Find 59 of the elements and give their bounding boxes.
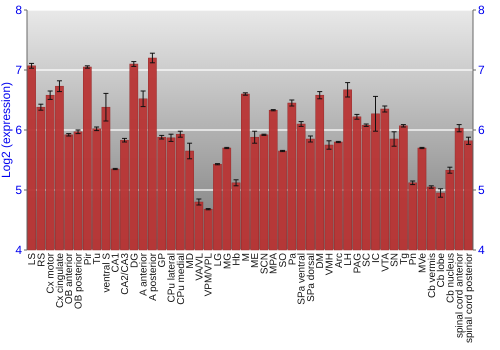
y2-tick-label: 6	[478, 123, 485, 138]
x-tick-label: MG	[222, 252, 234, 270]
x-tick-label: Pir	[82, 252, 94, 266]
y2-tick-label: 8	[478, 3, 485, 18]
x-tick-label: IC	[370, 253, 382, 263]
x-tick-label: Arc	[334, 253, 345, 268]
x-tick-label: Pn	[408, 253, 420, 266]
x-tick-label: DM	[315, 253, 326, 269]
x-tick-label: CPu medial	[176, 253, 187, 305]
y2-tick-label: 4	[478, 243, 485, 258]
x-tick-label: LG	[212, 252, 224, 266]
x-tick-label: MD	[185, 253, 196, 269]
y2-tick-label: 5	[478, 183, 485, 198]
x-tick-label: spinal cord posterior	[464, 252, 475, 344]
x-tick-label: A posterior	[148, 252, 159, 301]
x-tick-label: GP	[157, 252, 168, 268]
x-tick-label: SPa dorsal	[306, 253, 317, 302]
x-tick-label: VA/VL	[194, 252, 206, 281]
x-tick-label: ventral S	[101, 252, 112, 292]
x-tick-label: OB posterior	[74, 252, 85, 310]
x-tick-label: LS	[27, 252, 38, 266]
x-tick-label: Hb	[232, 252, 243, 266]
x-tick-label: ME	[250, 252, 262, 268]
x-tick-label: MVe	[417, 252, 428, 274]
x-tick-label: M	[240, 253, 252, 262]
x-tick-label: Cb nucleus	[445, 253, 456, 304]
x-tick-label: OB anterior	[64, 252, 76, 304]
x-tick-label: SCN	[259, 253, 270, 274]
x-tick-label: CA1	[110, 252, 122, 272]
x-tick-label: VMH	[324, 253, 336, 276]
x-tick-label: VTA	[380, 252, 392, 272]
x-tick-label: SC	[362, 253, 373, 267]
x-tick-label: CA2/CA3	[120, 252, 132, 295]
y2-tick-label: 7	[478, 63, 485, 78]
x-tick-label: SO	[278, 252, 290, 268]
x-tick-label: Cb vermis	[426, 253, 438, 298]
x-tick-label: PAG	[352, 252, 364, 274]
x-tick-label: A anterior	[138, 252, 150, 296]
x-tick-label: spinal cord anterior	[454, 252, 466, 338]
x-tick-label: DG	[129, 252, 140, 268]
x-tick-label: Cx cingulate	[54, 252, 66, 308]
y-tick-label: 8	[15, 3, 22, 18]
x-tick-label: Cx motor	[46, 252, 57, 294]
x-tick-label: Tg	[398, 253, 410, 265]
x-tick-label: SPa ventral	[296, 253, 308, 305]
y-tick-label: 7	[15, 63, 22, 78]
x-tick-label: RS	[36, 252, 48, 267]
x-tick-label: CPu lateral	[166, 253, 178, 302]
x-tick-label: MPA	[268, 252, 280, 274]
x-tick-label: SN	[390, 253, 401, 267]
y-tick-label: 4	[15, 243, 22, 258]
x-tick-label: Tu	[92, 253, 104, 264]
x-tick-label: Pa	[287, 252, 298, 266]
y-tick-label: 6	[15, 123, 22, 138]
x-tick-label: Cb lobe	[436, 252, 448, 288]
y-axis-title: Log2 (expression)	[0, 82, 13, 178]
x-tick-label: LH	[343, 253, 354, 266]
y-tick-label: 5	[15, 183, 22, 198]
x-tick-label: VPM/VPL	[204, 252, 215, 296]
